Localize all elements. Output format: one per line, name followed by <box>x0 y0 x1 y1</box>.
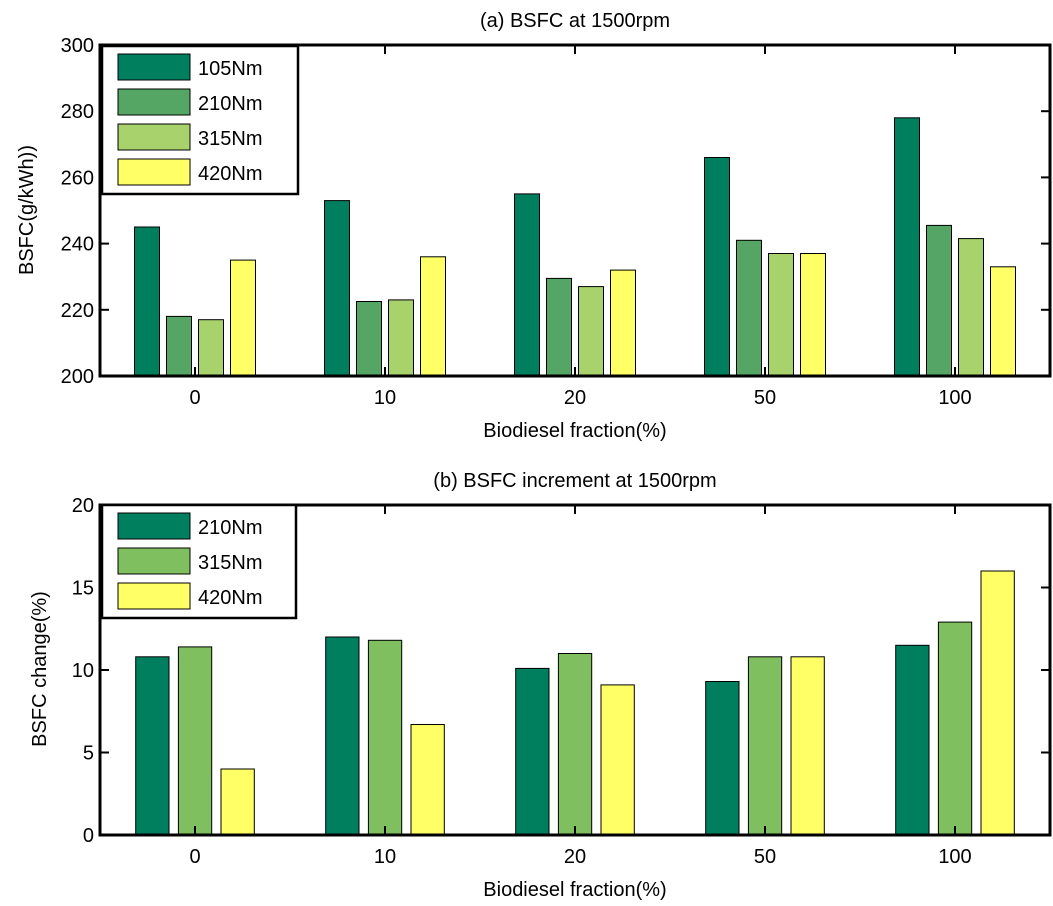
bar <box>166 315 192 377</box>
y-tick-label: 280 <box>61 101 94 123</box>
x-tick-label: 50 <box>754 387 776 409</box>
bar <box>546 277 572 377</box>
x-tick-label: 0 <box>189 846 200 868</box>
legend-label: 105Nm <box>198 58 262 80</box>
bar <box>177 646 213 836</box>
bar <box>958 238 984 377</box>
x-tick-label: 0 <box>189 387 200 409</box>
bar <box>937 621 973 836</box>
chart-marks: 0 5 10 15 20 0 10 20 50 100 210Nm 315Nm 420Nm <box>72 495 1052 868</box>
x-tick-label: 20 <box>564 387 586 409</box>
legend-swatch <box>117 158 191 186</box>
bar <box>600 684 635 836</box>
legend-label: 315Nm <box>198 128 262 150</box>
bsfc-chart: (a) BSFC at 1500rpm 200 220 240 260 280 300 0 1… <box>16 10 1052 442</box>
bar <box>220 768 255 836</box>
bsfc-increment-chart: (b) BSFC increment at 1500rpm 0 5 10 15 20 0 1… <box>29 470 1052 901</box>
x-tick-label: 50 <box>754 846 776 868</box>
chart-title: (b) BSFC increment at 1500rpm <box>433 470 716 492</box>
y-tick-label: 220 <box>61 300 94 322</box>
legend-label: 420Nm <box>198 587 262 609</box>
bar <box>736 239 762 377</box>
legend-label: 315Nm <box>198 552 262 574</box>
legend-label: 210Nm <box>198 517 262 539</box>
legend-swatch <box>117 123 191 151</box>
bar <box>610 269 636 377</box>
legend-label: 420Nm <box>198 163 262 185</box>
bar <box>515 667 550 836</box>
legend-label: 210Nm <box>198 93 262 115</box>
y-axis-label: BSFC(g/kWh)) <box>16 145 38 275</box>
y-tick-label: 10 <box>72 660 94 682</box>
bar <box>134 226 160 377</box>
bar <box>514 193 540 377</box>
y-tick-label: 15 <box>72 578 94 600</box>
legend-swatch <box>117 88 191 116</box>
bar <box>557 653 593 836</box>
bar <box>356 301 382 377</box>
chart-marks: 200 220 240 260 280 300 0 10 20 50 100 105Nm 210Nm 31… <box>61 35 1052 409</box>
y-tick-label: 260 <box>61 167 94 189</box>
y-tick-label: 20 <box>72 495 94 517</box>
bar <box>747 656 783 836</box>
bar <box>324 200 350 377</box>
bar <box>578 286 604 377</box>
x-tick-label: 100 <box>938 846 971 868</box>
bar <box>800 253 826 377</box>
chart-title: (a) BSFC at 1500rpm <box>480 10 670 32</box>
y-tick-label: 0 <box>83 825 94 847</box>
x-tick-label: 20 <box>564 846 586 868</box>
bar <box>367 639 403 836</box>
x-tick-label: 100 <box>938 387 971 409</box>
bar <box>420 256 446 377</box>
y-tick-label: 300 <box>61 35 94 57</box>
bar <box>894 117 920 377</box>
bar <box>895 644 930 836</box>
legend-swatch <box>117 547 191 575</box>
bar <box>926 224 952 377</box>
x-axis-label: Biodiesel fraction(%) <box>483 879 666 901</box>
bar <box>768 253 794 377</box>
y-axis-label: BSFC change(%) <box>29 591 51 747</box>
bar <box>325 636 360 836</box>
bar <box>230 259 256 377</box>
y-tick-label: 200 <box>61 366 94 388</box>
legend-swatch <box>117 512 191 540</box>
legend: 105Nm 210Nm 315Nm 420Nm <box>100 44 300 196</box>
bar <box>410 724 445 836</box>
y-tick-label: 5 <box>83 743 94 765</box>
legend-swatch <box>117 582 191 610</box>
bar <box>980 570 1015 836</box>
legend: 210Nm 315Nm 420Nm <box>100 503 298 620</box>
bar <box>990 266 1016 377</box>
bar <box>704 157 730 377</box>
x-axis-label: Biodiesel fraction(%) <box>483 420 666 442</box>
y-tick-label: 240 <box>61 234 94 256</box>
bar <box>790 656 825 836</box>
bar <box>135 656 170 836</box>
x-tick-label: 10 <box>374 387 396 409</box>
bar <box>198 319 224 377</box>
legend-swatch <box>117 53 191 81</box>
bar <box>705 681 740 836</box>
bar <box>388 299 414 377</box>
x-tick-label: 10 <box>374 846 396 868</box>
